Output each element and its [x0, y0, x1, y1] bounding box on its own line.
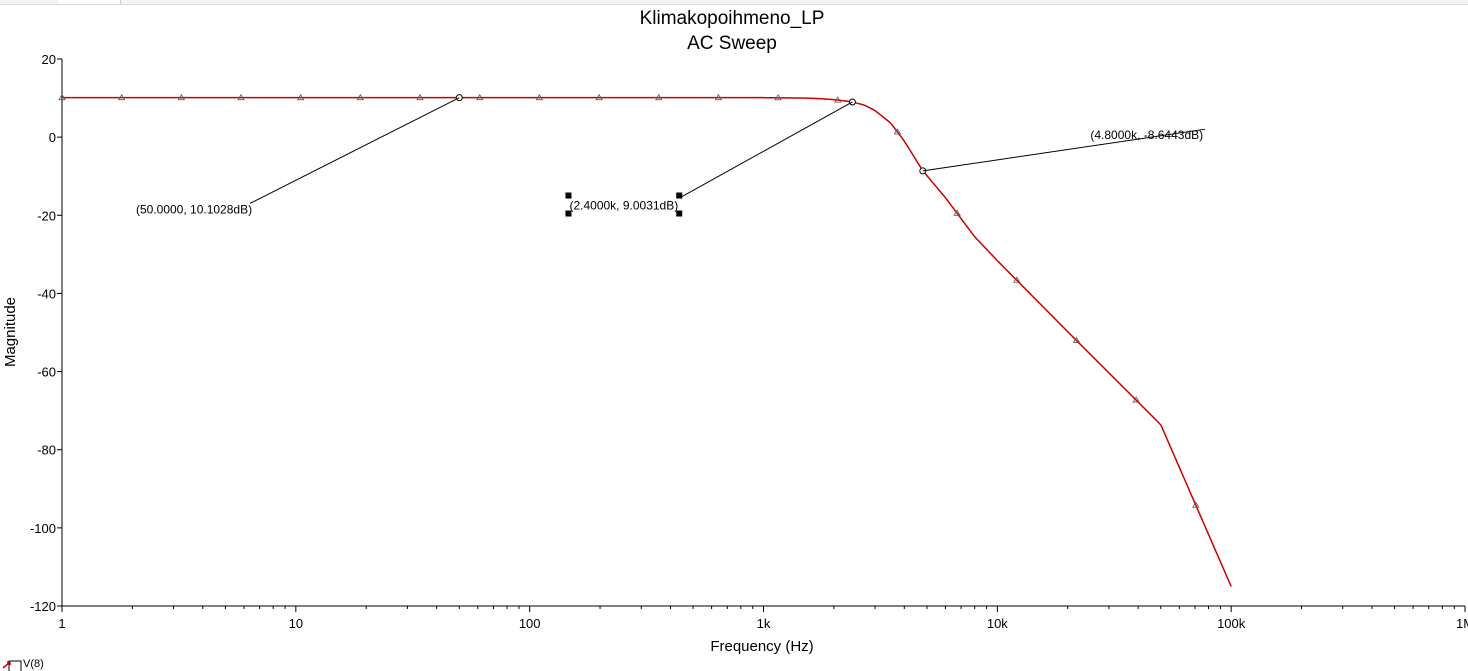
- selection-handle[interactable]: [565, 192, 572, 199]
- series-marker: [237, 93, 245, 101]
- chart-subtitle: AC Sweep: [687, 33, 777, 54]
- selection-handle[interactable]: [565, 210, 572, 217]
- series-marker: [774, 94, 782, 101]
- plot-area[interactable]: [62, 59, 1465, 606]
- series-marker: [356, 93, 365, 101]
- series-marker: [296, 93, 305, 101]
- tab-strip: [0, 0, 1468, 5]
- series-marker: [416, 93, 424, 101]
- y-tick-label: 0: [49, 130, 56, 145]
- annotation-leader: [922, 128, 1206, 172]
- y-ticks: 20 0 -20 -40 -60 -80 -100 -120: [30, 52, 62, 614]
- selection-handle[interactable]: [676, 192, 683, 199]
- x-ticks: 1 10 100 1k 10k 100k 1M: [58, 606, 1468, 631]
- y-tick-label: -40: [37, 286, 56, 301]
- x-axis-label: Frequency (Hz): [710, 638, 813, 655]
- cursor-annotations: (50.0000, 10.1028dB) (2.4000k, 9.0031dB) (…: [136, 94, 1206, 217]
- series-marker: [1132, 396, 1140, 403]
- legend-series-label: V(8): [23, 658, 44, 670]
- y-tick-label: -100: [30, 521, 56, 536]
- x-tick-label: 1M: [1456, 616, 1468, 631]
- legend-arrow-icon: [2, 661, 11, 669]
- y-axis-label: Magnitude: [2, 297, 19, 367]
- legend-marker[interactable]: [8, 660, 22, 671]
- series-marker: [893, 128, 902, 135]
- series-marker: [58, 93, 66, 101]
- annotation-label[interactable]: (50.0000, 10.1028dB): [136, 202, 252, 216]
- x-tick-label: 10k: [987, 616, 1008, 631]
- x-tick-label: 1: [58, 616, 65, 631]
- annotation-leader: [679, 101, 853, 198]
- chart-title: Klimakopoihmeno_LP: [640, 8, 825, 29]
- annotation-leader: [249, 97, 460, 204]
- plot-tab[interactable]: [58, 0, 121, 4]
- series-marker: [117, 93, 126, 101]
- series-marker: [834, 96, 842, 103]
- y-tick-label: -20: [37, 208, 56, 223]
- series-marker: [714, 93, 723, 101]
- series-marker: [1192, 501, 1200, 508]
- y-tick-label: 20: [42, 52, 56, 67]
- series-marker: [595, 93, 603, 101]
- y-tick-label: -80: [37, 443, 56, 458]
- series-marker: [1013, 276, 1021, 283]
- series-line[interactable]: [62, 96, 1232, 587]
- annotation-label[interactable]: (4.8000k, -8.6443dB): [1090, 128, 1203, 142]
- series-group: [58, 93, 1232, 587]
- x-tick-label: 10: [289, 616, 303, 631]
- x-tick-label: 100: [519, 616, 541, 631]
- series-marker: [1072, 336, 1081, 343]
- series-marker: [655, 93, 663, 101]
- selection-handle[interactable]: [676, 210, 683, 217]
- x-tick-label: 100k: [1217, 616, 1246, 631]
- series-marker: [953, 209, 961, 216]
- y-tick-label: -120: [30, 599, 56, 614]
- annotation-label[interactable]: (2.4000k, 9.0031dB): [569, 199, 678, 213]
- series-marker: [535, 93, 544, 101]
- series-marker: [476, 93, 484, 101]
- series-marker: [177, 93, 186, 101]
- legend[interactable]: V(8): [2, 658, 44, 671]
- x-tick-label: 1k: [757, 616, 771, 631]
- y-tick-label: -60: [37, 365, 56, 380]
